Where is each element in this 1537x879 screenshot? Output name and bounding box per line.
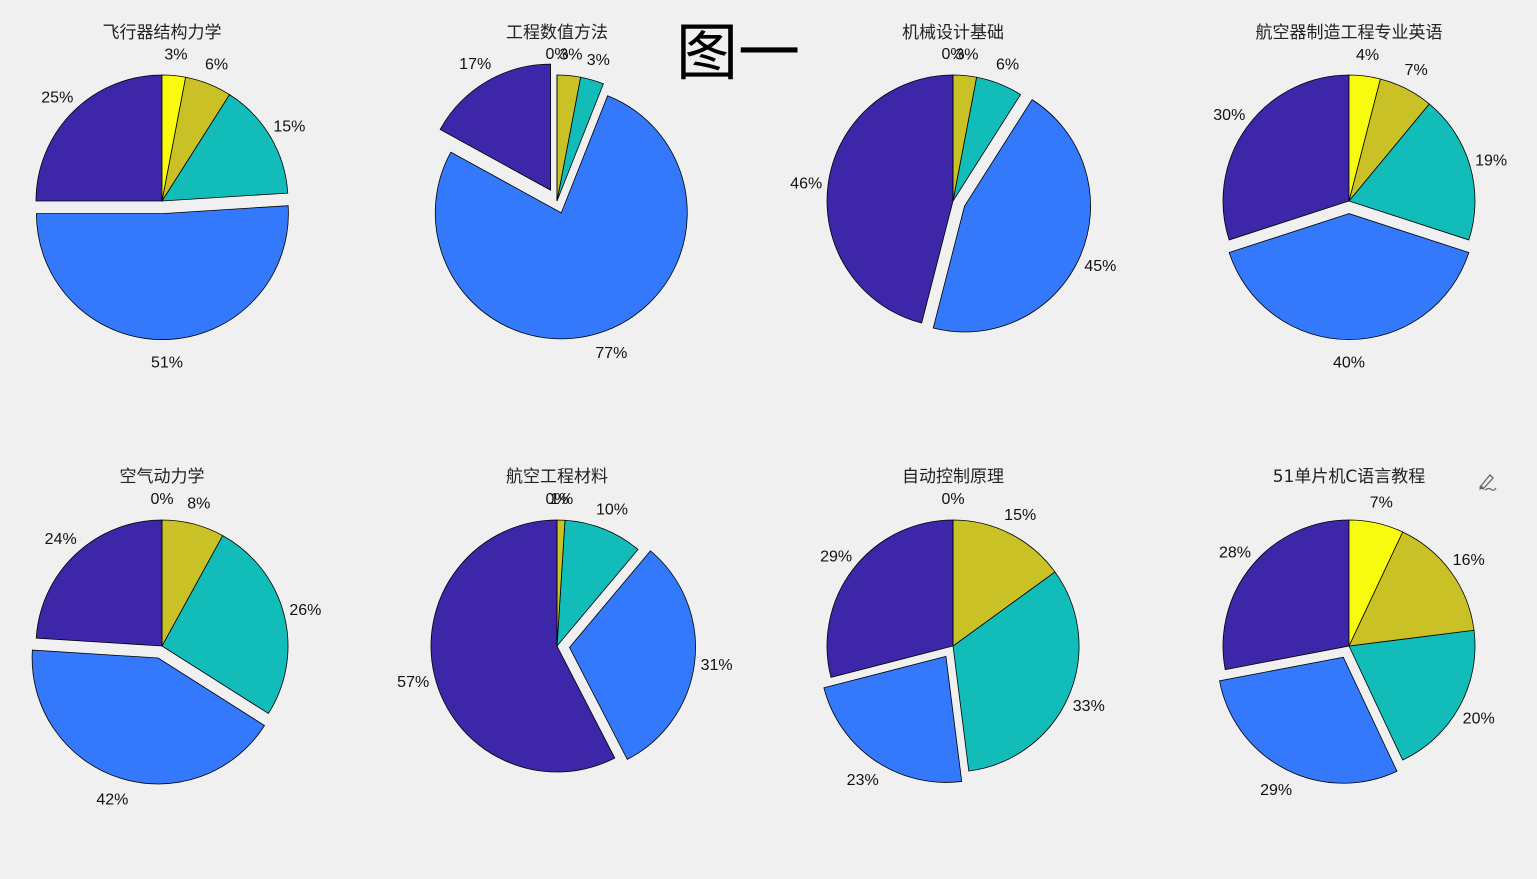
slice-label: 15% bbox=[1004, 507, 1036, 524]
slice-label: 57% bbox=[397, 674, 429, 691]
pie-slice bbox=[1222, 74, 1350, 241]
pie-slice bbox=[35, 74, 163, 202]
pie-chart: 航空工程材料 57% 31% 10% 1%0% bbox=[397, 467, 733, 773]
slice-label: 45% bbox=[1084, 258, 1116, 275]
slice-label: 23% bbox=[847, 772, 879, 789]
slice-label: 3% bbox=[587, 52, 610, 69]
pie-slice bbox=[1222, 519, 1350, 671]
figure-title: 图一 bbox=[676, 16, 801, 89]
pie-slice bbox=[35, 205, 289, 340]
slice-label: 31% bbox=[701, 657, 733, 674]
edit-plot-icon[interactable] bbox=[1476, 470, 1498, 492]
slice-label: 4% bbox=[1356, 47, 1379, 64]
pie-chart: 空气动力学 24% 42% 26% 8% 0% bbox=[31, 467, 321, 809]
slice-label: 17% bbox=[459, 56, 491, 73]
slice-label: 3% bbox=[559, 47, 582, 64]
pie-slice bbox=[823, 655, 963, 783]
pie-chart: 航空器制造工程专业英语 30% 40% 19% 7% 4% bbox=[1213, 23, 1507, 372]
slice-label: 40% bbox=[1333, 355, 1365, 372]
slice-label: 10% bbox=[596, 502, 628, 519]
slice-label: 6% bbox=[996, 56, 1019, 73]
pie-slice bbox=[161, 94, 289, 202]
slice-label: 1% bbox=[550, 491, 573, 508]
pie-slice bbox=[952, 519, 1056, 647]
pie-slice bbox=[1348, 74, 1381, 202]
slice-label: 7% bbox=[1370, 495, 1393, 512]
slice-label: 0% bbox=[941, 46, 964, 63]
pie-slice bbox=[826, 519, 954, 678]
pie-slice bbox=[31, 649, 266, 785]
slice-label: 16% bbox=[1453, 552, 1485, 569]
pie-chart: 飞行器结构力学 25% 51% 15% 6% 3% bbox=[35, 23, 305, 372]
pie-slice bbox=[932, 99, 1091, 333]
pie-title: 自动控制原理 bbox=[902, 467, 1004, 487]
pie-title: 机械设计基础 bbox=[902, 23, 1004, 43]
pie-slice bbox=[1348, 103, 1476, 241]
pie-title: 航空工程材料 bbox=[506, 467, 608, 487]
pie-title: 空气动力学 bbox=[120, 467, 205, 487]
pie-chart: 51单片机C语言教程 28% 29% 20% 16% 7% bbox=[1219, 467, 1495, 799]
slice-label: 20% bbox=[1463, 710, 1495, 727]
slice-label: 29% bbox=[1260, 782, 1292, 799]
pie-chart: 自动控制原理 29% 23% 33% 15% 0% bbox=[820, 467, 1105, 789]
slice-label: 3% bbox=[164, 47, 187, 64]
pie-slice bbox=[439, 63, 551, 191]
pie-title: 航空器制造工程专业英语 bbox=[1256, 23, 1443, 43]
pie-slice bbox=[1348, 519, 1404, 647]
slice-label: 7% bbox=[1405, 62, 1428, 79]
pie-title: 工程数值方法 bbox=[506, 23, 608, 43]
pie-slice bbox=[952, 571, 1080, 772]
pie-title: 51单片机C语言教程 bbox=[1273, 467, 1426, 487]
slice-label: 51% bbox=[151, 355, 183, 372]
slice-label: 77% bbox=[595, 345, 627, 362]
pie-slice bbox=[161, 535, 289, 715]
pie-slice bbox=[556, 519, 639, 648]
pie-slice bbox=[826, 74, 954, 324]
slice-label: 3% bbox=[955, 47, 978, 64]
pie-slice bbox=[161, 74, 187, 202]
pie-slice bbox=[430, 519, 616, 773]
pie-slice bbox=[569, 550, 696, 760]
slice-label: 0% bbox=[545, 491, 568, 508]
slice-label: 6% bbox=[205, 56, 228, 73]
slice-label: 29% bbox=[820, 548, 852, 565]
slice-label: 15% bbox=[273, 119, 305, 136]
slice-label: 19% bbox=[1475, 153, 1507, 170]
slice-label: 24% bbox=[45, 531, 77, 548]
slice-label: 33% bbox=[1073, 698, 1105, 715]
pie-slice bbox=[1219, 656, 1398, 784]
slice-label: 8% bbox=[187, 496, 210, 513]
pie-slice bbox=[434, 95, 688, 340]
pie-slice bbox=[35, 519, 163, 647]
pie-slice bbox=[1228, 213, 1470, 340]
slice-label: 25% bbox=[41, 89, 73, 106]
pie-slice bbox=[1348, 629, 1476, 761]
slice-label: 26% bbox=[289, 602, 321, 619]
slice-label: 46% bbox=[790, 176, 822, 193]
slice-label: 42% bbox=[96, 792, 128, 809]
pie-title: 飞行器结构力学 bbox=[103, 23, 222, 43]
slice-label: 0% bbox=[545, 46, 568, 63]
slice-label: 30% bbox=[1213, 107, 1245, 124]
pie-chart: 机械设计基础 46% 45% 6% 3%0% bbox=[790, 23, 1116, 333]
slice-label: 28% bbox=[1219, 545, 1251, 562]
slice-label: 0% bbox=[941, 491, 964, 508]
pie-slice bbox=[1348, 531, 1475, 647]
slice-label: 0% bbox=[150, 491, 173, 508]
